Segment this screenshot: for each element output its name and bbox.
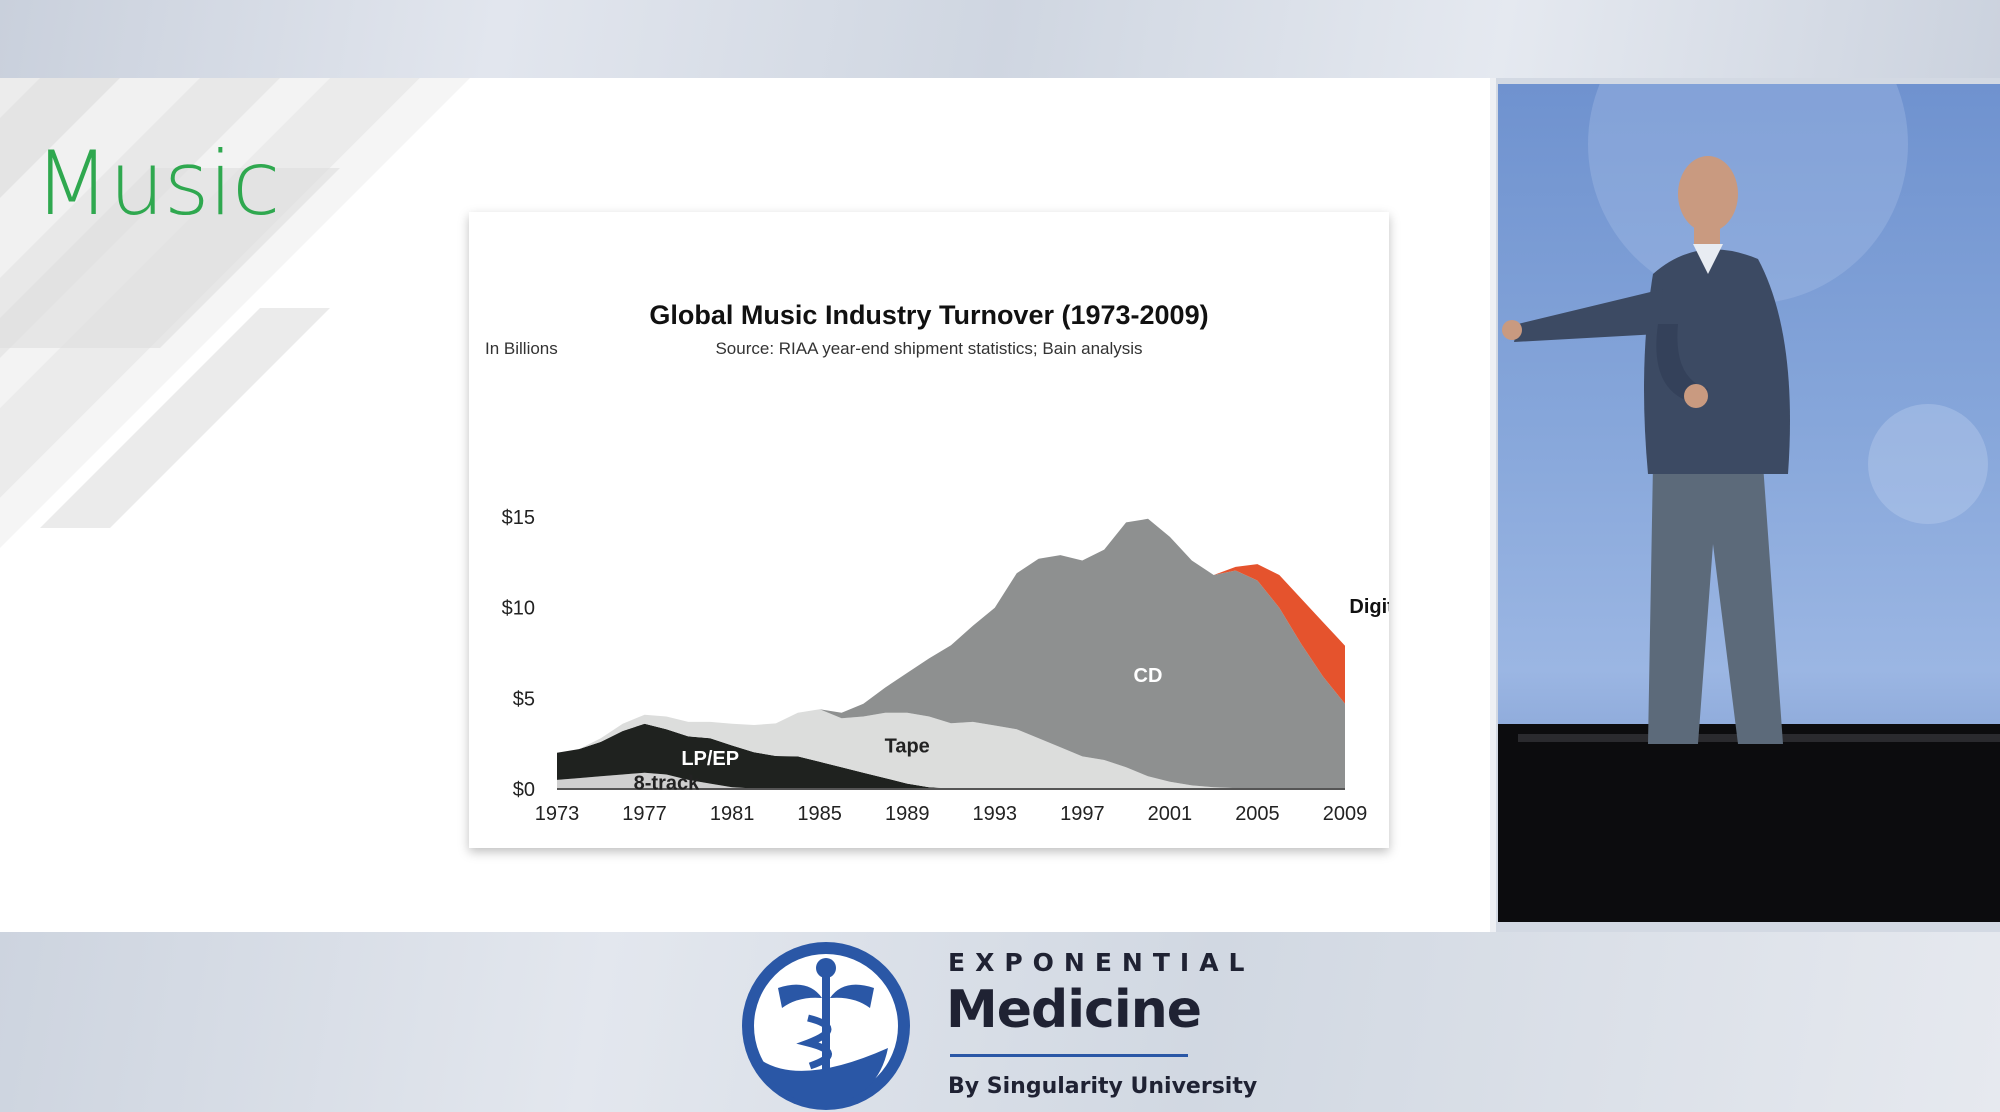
slide-title: Music — [34, 132, 280, 235]
brand-medicine: Medicine — [946, 980, 1202, 1040]
y-axis-label: In Billions — [485, 339, 558, 358]
y-tick-label: $10 — [502, 598, 535, 620]
x-tick-label: 1977 — [622, 803, 667, 825]
series-label-lp-ep: LP/EP — [681, 748, 739, 770]
x-tick-label: 1985 — [797, 803, 842, 825]
series-label-digital: Digital — [1349, 596, 1389, 618]
x-tick-label: 1989 — [885, 803, 930, 825]
y-tick-label: $0 — [513, 779, 535, 801]
x-tick-label: 2005 — [1235, 803, 1280, 825]
x-tick-label: 1993 — [973, 803, 1018, 825]
series-label-cd: CD — [1134, 665, 1163, 687]
area-series-lp-ep — [557, 723, 1345, 789]
presentation-slide: Music Global Music Industry Turnover (19… — [0, 78, 1496, 932]
brand-by-singularity: By Singularity University — [948, 1074, 1258, 1099]
background-bottom-band — [0, 932, 2000, 1112]
speaker-video-feed — [1498, 84, 2000, 922]
x-tick-label: 2001 — [1148, 803, 1193, 825]
speaker-video-image — [1498, 84, 2000, 922]
brand-underline — [950, 1054, 1188, 1057]
series-label-8-track: 8-track — [634, 773, 700, 795]
chart-subtitle: Source: RIAA year-end shipment statistic… — [715, 339, 1142, 358]
series-label-tape: Tape — [885, 735, 930, 757]
x-tick-label: 1997 — [1060, 803, 1105, 825]
area-series-tape — [557, 709, 1345, 789]
x-tick-label: 2009 — [1323, 803, 1368, 825]
chart-title: Global Music Industry Turnover (1973-200… — [649, 300, 1208, 330]
x-tick-label: 1973 — [535, 803, 580, 825]
brand-exponential: EXPONENTIAL — [948, 948, 1255, 977]
y-tick-label: $15 — [502, 507, 535, 529]
background-top-band — [0, 0, 2000, 78]
exponential-medicine-logo — [742, 942, 910, 1110]
area-chart: Global Music Industry Turnover (1973-200… — [485, 300, 1389, 825]
chart-card: Global Music Industry Turnover (1973-200… — [469, 212, 1389, 848]
decorative-stripes — [0, 78, 470, 548]
area-series-8-track — [557, 772, 1345, 789]
area-series-cd — [557, 518, 1345, 789]
x-tick-label: 1981 — [710, 803, 755, 825]
y-tick-label: $5 — [513, 688, 535, 710]
